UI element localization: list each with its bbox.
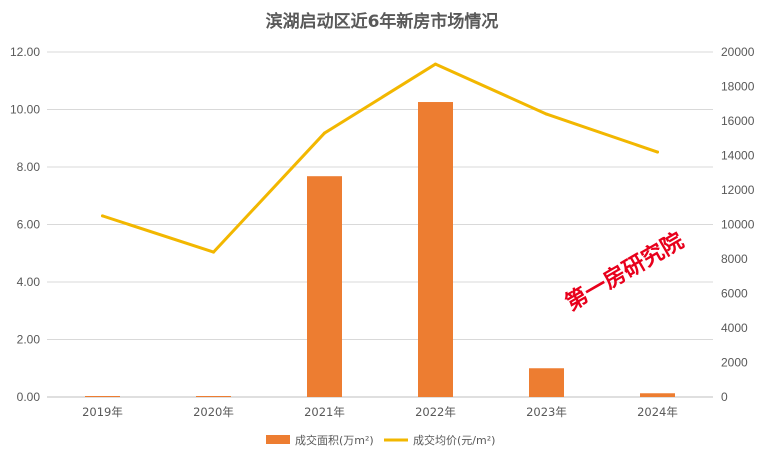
y-left-tick-label: 0.00 xyxy=(17,390,41,404)
watermark-text: 第一房研究院 xyxy=(561,228,688,317)
y-right-tick-label: 12000 xyxy=(721,183,755,197)
y-right-tick-label: 14000 xyxy=(721,149,755,163)
bar xyxy=(640,393,675,397)
legend-bar-label: 成交面积(万m²) xyxy=(295,433,374,447)
bar-series xyxy=(85,102,675,398)
y-right-tick-label: 10000 xyxy=(721,218,755,232)
y-left-tick-label: 12.00 xyxy=(10,45,40,59)
line-series xyxy=(101,62,659,254)
y-left-tick-label: 6.00 xyxy=(17,218,41,232)
chart-title: 滨湖启动区近6年新房市场情况 xyxy=(266,11,499,32)
bar xyxy=(307,176,342,397)
y-left-tick-label: 8.00 xyxy=(17,160,41,174)
x-tick-label: 2021年 xyxy=(304,405,345,419)
bar xyxy=(85,396,120,397)
y-right-tick-label: 0 xyxy=(721,390,728,404)
x-tick-label: 2019年 xyxy=(82,405,123,419)
left-axis: 0.00 2.00 4.00 6.00 8.00 10.00 12.00 xyxy=(10,45,40,404)
legend-line-label: 成交均价(元/m²) xyxy=(413,433,495,447)
y-left-tick-label: 10.00 xyxy=(10,103,40,117)
line-point xyxy=(212,250,215,254)
x-tick-label: 2024年 xyxy=(637,405,678,419)
bar xyxy=(529,368,564,397)
y-right-tick-label: 4000 xyxy=(721,321,748,335)
bar xyxy=(418,102,453,398)
legend: 成交面积(万m²) 成交均价(元/m²) xyxy=(266,433,495,447)
y-right-tick-label: 2000 xyxy=(721,356,748,370)
line-point xyxy=(545,112,548,116)
x-axis: 2019年 2020年 2021年 2022年 2023年 2024年 xyxy=(82,405,678,419)
y-right-tick-label: 18000 xyxy=(721,80,755,94)
x-tick-label: 2022年 xyxy=(415,405,456,419)
price-line xyxy=(101,62,659,254)
y-right-tick-label: 6000 xyxy=(721,287,748,301)
y-right-tick-label: 16000 xyxy=(721,114,755,128)
gridlines xyxy=(47,51,713,398)
line-point xyxy=(656,150,659,154)
y-right-tick-label: 8000 xyxy=(721,252,748,266)
right-axis: 0 2000 4000 6000 8000 10000 12000 14000 16000 180… xyxy=(721,45,755,404)
bar xyxy=(196,396,231,397)
x-tick-label: 2023年 xyxy=(526,405,567,419)
y-right-tick-label: 20000 xyxy=(721,45,755,59)
legend-bar-swatch xyxy=(266,435,290,444)
line-point xyxy=(323,131,326,135)
x-tick-label: 2020年 xyxy=(193,405,234,419)
y-left-tick-label: 4.00 xyxy=(17,275,41,289)
line-point xyxy=(101,214,104,218)
y-left-tick-label: 2.00 xyxy=(17,333,41,347)
line-point xyxy=(434,62,437,66)
